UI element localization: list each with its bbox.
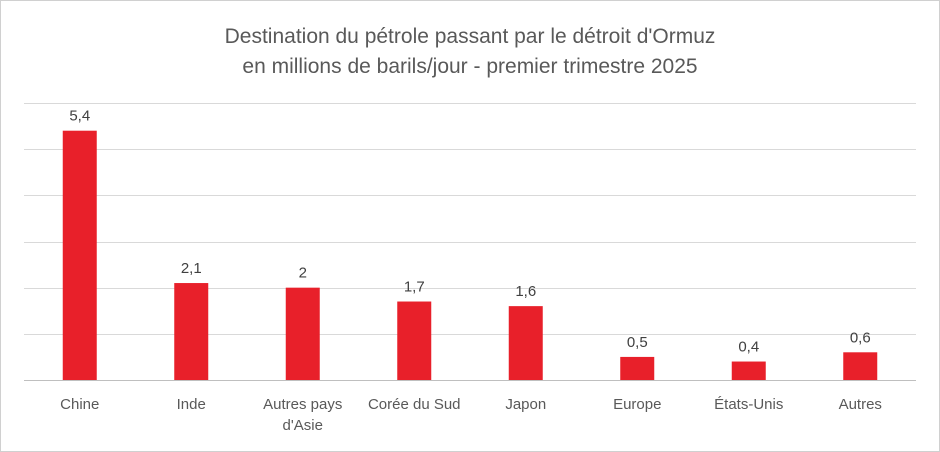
data-label: 0,6 bbox=[850, 329, 871, 346]
data-label: 2 bbox=[299, 265, 307, 282]
category-tick-label-line: Inde bbox=[176, 396, 206, 413]
category-tick-label: Autres pays d'Asie bbox=[248, 394, 358, 436]
category-tick-label: Inde bbox=[136, 394, 246, 415]
data-label: 1,6 bbox=[515, 283, 536, 300]
bar bbox=[843, 352, 878, 380]
data-label: 5,4 bbox=[69, 108, 90, 125]
bar bbox=[620, 356, 655, 380]
bar bbox=[508, 306, 543, 380]
data-label: 1,7 bbox=[404, 279, 425, 296]
bar bbox=[397, 301, 432, 380]
category-tick-label-line: États-Unis bbox=[714, 396, 784, 413]
category-tick-label: Europe bbox=[582, 394, 692, 415]
category-tick-label-line: Chine bbox=[60, 396, 100, 413]
data-label: 2,1 bbox=[181, 260, 202, 277]
data-label: 0,4 bbox=[738, 339, 759, 356]
category-tick-label-line: Corée du Sud bbox=[367, 396, 461, 413]
category-tick-label-line: Autres bbox=[838, 396, 882, 413]
bar bbox=[62, 130, 97, 380]
category-tick-label: États-Unis bbox=[694, 394, 804, 415]
chart-title-line-2: en millions de barils/jour - premier tri… bbox=[242, 55, 698, 78]
category-tick-label-line: d'Asie bbox=[282, 417, 323, 434]
category-tick-label: Corée du Sud bbox=[359, 394, 469, 415]
chart-title: Destination du pétrole passant par le dé… bbox=[0, 22, 940, 82]
category-tick-label: Chine bbox=[25, 394, 135, 415]
data-label: 0,5 bbox=[627, 334, 648, 351]
category-tick-label-line: Japon bbox=[505, 396, 547, 413]
category-tick-label-line: Autres pays bbox=[263, 396, 343, 413]
category-tick-label-line: Europe bbox=[613, 396, 662, 413]
category-tick-label: Autres bbox=[805, 394, 915, 415]
bar bbox=[731, 361, 766, 380]
chart-title-line-1: Destination du pétrole passant par le dé… bbox=[224, 25, 716, 48]
bar bbox=[285, 287, 320, 380]
bar bbox=[174, 283, 209, 380]
category-tick-label: Japon bbox=[471, 394, 581, 415]
